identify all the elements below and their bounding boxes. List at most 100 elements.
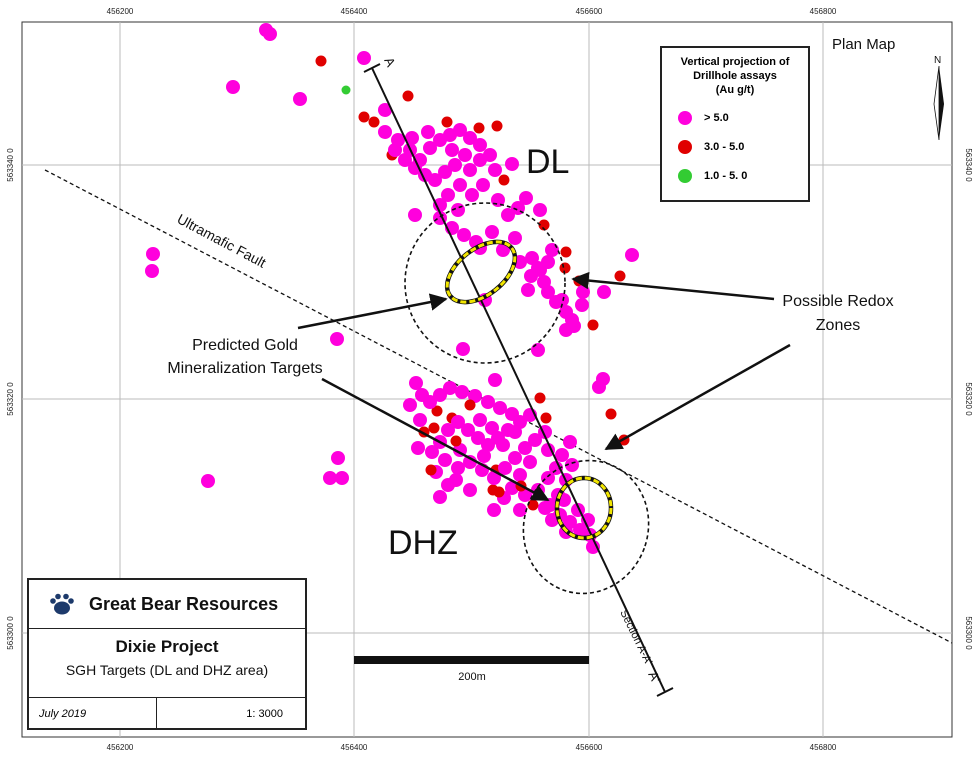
footer-row: July 2019 1: 3000	[29, 698, 305, 730]
assay-point-high	[263, 27, 277, 41]
assay-point-high	[323, 471, 337, 485]
assay-point-high	[505, 157, 519, 171]
assay-point-high	[433, 198, 447, 212]
assay-point-high	[445, 143, 459, 157]
assay-point-low	[341, 85, 351, 95]
assay-point-high	[438, 165, 452, 179]
assay-point-high	[524, 269, 538, 283]
assay-point-high	[405, 131, 419, 145]
assay-point-high	[496, 243, 510, 257]
assay-point-high	[433, 490, 447, 504]
assay-point-high	[487, 471, 501, 485]
assay-point-high	[519, 191, 533, 205]
x-tick-bottom: 456800	[810, 743, 837, 752]
assay-point-high	[201, 474, 215, 488]
redox-label-line1: Possible Redox	[782, 293, 893, 310]
zone-label-dhz: DHZ	[388, 524, 458, 562]
assay-point-high	[473, 413, 487, 427]
assay-point-high	[408, 208, 422, 222]
assay-point-high	[378, 125, 392, 139]
assay-point-high	[423, 395, 437, 409]
assay-point-mid	[428, 422, 440, 434]
assay-point-mid	[431, 405, 443, 417]
assay-point-high	[463, 455, 477, 469]
assay-point-high	[485, 225, 499, 239]
map-title: Plan Map	[832, 36, 895, 53]
assay-point-high	[541, 443, 555, 457]
assay-point-high	[481, 438, 495, 452]
y-tick-left: 563320 0	[6, 382, 15, 416]
assay-point-mid	[534, 392, 546, 404]
assay-point-high	[463, 131, 477, 145]
drillhole-assays	[145, 23, 639, 554]
assay-point-high	[398, 153, 412, 167]
assay-point-high	[443, 381, 457, 395]
legend: Vertical projection of Drillhole assays …	[660, 46, 810, 202]
bear-paw-icon	[50, 593, 74, 615]
section-line	[371, 67, 666, 693]
assay-point-high	[513, 503, 527, 517]
legend-item-high: > 5.0	[662, 103, 808, 132]
company-name: Great Bear Resources	[89, 593, 279, 614]
y-tick-right: 563320 0	[964, 382, 973, 416]
assay-point-mid	[498, 174, 510, 186]
redox-zone-dl	[404, 202, 566, 364]
assay-point-high	[575, 298, 589, 312]
assay-point-high	[501, 208, 515, 222]
assay-point-high	[226, 80, 240, 94]
x-tick-top: 456400	[341, 7, 368, 16]
redox-zone-dhz	[522, 459, 650, 595]
assay-point-mid	[527, 499, 539, 511]
assay-point-mid	[493, 486, 505, 498]
gold-target-dhz	[554, 475, 614, 541]
assay-point-high	[453, 178, 467, 192]
legend-item-low: 1.0 - 5. 0	[662, 161, 808, 190]
assay-point-high	[456, 342, 470, 356]
y-tick-left: 563340 0	[6, 148, 15, 182]
assay-point-high	[487, 503, 501, 517]
assay-point-high	[483, 148, 497, 162]
x-tick-bottom: 456200	[107, 743, 134, 752]
assay-point-high	[477, 449, 491, 463]
assay-point-high	[545, 513, 559, 527]
y-tick-right: 563340 0	[964, 148, 973, 182]
assay-point-mid	[605, 408, 617, 420]
assay-point-high	[293, 92, 307, 106]
assay-point-high	[465, 188, 479, 202]
assay-point-mid	[315, 55, 327, 67]
assay-point-high	[473, 138, 487, 152]
assay-point-high	[463, 483, 477, 497]
assay-point-high	[586, 540, 600, 554]
assay-point-high	[592, 380, 606, 394]
assay-point-mid	[450, 435, 462, 447]
assay-point-mid	[441, 116, 453, 128]
assay-point-high	[463, 163, 477, 177]
x-tick-top: 456200	[107, 7, 134, 16]
assay-point-high	[523, 455, 537, 469]
assay-point-high	[505, 481, 519, 495]
map-scale: 1: 3000	[155, 698, 306, 730]
project-row: Dixie Project SGH Targets (DL and DHZ ar…	[29, 629, 305, 698]
y-tick-left: 563300 0	[6, 616, 15, 650]
assay-point-mid	[540, 412, 552, 424]
legend-swatch	[678, 110, 692, 125]
svg-text:N: N	[934, 55, 941, 66]
gold-target-dl	[444, 239, 518, 305]
assay-point-high	[508, 231, 522, 245]
assay-point-high	[146, 247, 160, 261]
assay-point-high	[518, 441, 532, 455]
assay-point-high	[481, 395, 495, 409]
assay-point-mid	[358, 111, 370, 123]
x-tick-top: 456600	[576, 7, 603, 16]
assay-point-high	[555, 448, 569, 462]
assay-point-high	[455, 385, 469, 399]
arrow-redox-dhz	[604, 343, 791, 451]
assay-point-high	[538, 501, 552, 515]
assay-point-high	[335, 471, 349, 485]
arrow-target-dhz	[321, 377, 550, 502]
assay-point-high	[449, 473, 463, 487]
assay-point-high	[357, 51, 371, 65]
assay-point-high	[451, 415, 465, 429]
assay-point-high	[448, 158, 462, 172]
assay-point-high	[423, 141, 437, 155]
